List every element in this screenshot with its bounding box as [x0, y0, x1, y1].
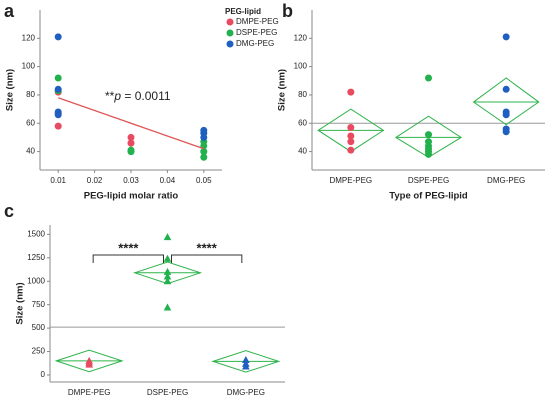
point [54, 74, 62, 82]
y-axis-label: Size (nm) [277, 69, 288, 111]
y-tick-label: 40 [26, 147, 35, 156]
x-tick-label: DMG-PEG [487, 176, 525, 185]
x-tick-label: 0.03 [123, 176, 139, 185]
point [200, 153, 208, 161]
point [502, 33, 510, 41]
point [425, 74, 432, 82]
y-tick-label: 250 [32, 347, 46, 356]
y-tick-label: 100 [22, 62, 36, 71]
point [127, 146, 135, 154]
x-tick-label: 0.04 [160, 176, 176, 185]
point [200, 126, 208, 134]
point [163, 233, 172, 241]
y-tick-label: 1500 [27, 229, 45, 238]
y-tick-label: 40 [298, 147, 307, 156]
y-tick-label: 750 [32, 300, 46, 309]
x-tick-label: DSPE-PEG [147, 388, 188, 397]
point [163, 267, 172, 275]
x-tick-label: 0.01 [50, 176, 66, 185]
x-tick-label: DMPE-PEG [329, 176, 372, 185]
point [347, 88, 355, 96]
significance-label: **** [118, 240, 139, 255]
x-tick-label: DMPE-PEG [68, 388, 111, 397]
y-tick-label: 120 [22, 33, 36, 42]
annotation: **p = 0.0011 [105, 89, 171, 103]
legend-swatch [226, 18, 234, 26]
legend-label: DSPE-PEG [236, 28, 277, 37]
point [502, 111, 510, 119]
legend-label: DMPE-PEG [236, 17, 279, 26]
y-axis-label: Size (nm) [15, 282, 26, 324]
y-tick-label: 100 [294, 62, 308, 71]
y-axis-label: Size (nm) [5, 69, 16, 111]
point [425, 131, 432, 139]
point [163, 277, 172, 285]
legend-title: PEG-lipid [225, 7, 261, 16]
point [502, 128, 510, 136]
significance-bracket [92, 254, 164, 263]
point [200, 148, 208, 156]
point [163, 272, 172, 280]
legend-swatch [226, 29, 234, 37]
x-tick-label: DMG-PEG [227, 388, 265, 397]
point [163, 254, 172, 262]
y-tick-label: 80 [26, 90, 35, 99]
significance-bracket [171, 254, 243, 263]
point [347, 124, 355, 132]
y-tick-label: 80 [298, 90, 307, 99]
point [127, 133, 135, 141]
legend-label: DMG-PEG [236, 39, 274, 48]
point [502, 85, 510, 93]
significance-label: **** [197, 240, 218, 255]
y-tick-label: 120 [294, 33, 308, 42]
y-tick-label: 500 [32, 323, 46, 332]
point [163, 303, 172, 311]
point [347, 146, 355, 154]
annotation-part: ** [105, 89, 115, 103]
point [85, 360, 93, 368]
y-tick-label: 1250 [27, 253, 45, 262]
panel-label: c [4, 201, 14, 221]
x-tick-label: DSPE-PEG [408, 176, 449, 185]
annotation-part: p [113, 89, 121, 103]
point [54, 85, 62, 93]
x-tick-label: 0.02 [87, 176, 103, 185]
legend-swatch [226, 40, 234, 48]
point [54, 111, 62, 119]
point [242, 355, 250, 363]
y-tick-label: 0 [41, 370, 46, 379]
x-tick-label: 0.05 [196, 176, 212, 185]
panel-label: b [282, 1, 293, 21]
point [242, 362, 250, 370]
x-axis-label: PEG-lipid molar ratio [84, 191, 179, 202]
point [347, 132, 355, 140]
x-axis-label: Type of PEG-lipid [389, 191, 468, 202]
panel-label: a [4, 1, 15, 21]
annotation-part: = 0.0011 [121, 89, 171, 103]
point [54, 33, 62, 41]
fit-line [57, 97, 205, 150]
point [425, 150, 432, 158]
y-tick-label: 60 [26, 118, 35, 127]
point [54, 122, 62, 130]
point [127, 139, 135, 147]
y-tick-label: 1000 [27, 276, 45, 285]
point [347, 138, 355, 146]
y-tick-label: 60 [298, 118, 307, 127]
